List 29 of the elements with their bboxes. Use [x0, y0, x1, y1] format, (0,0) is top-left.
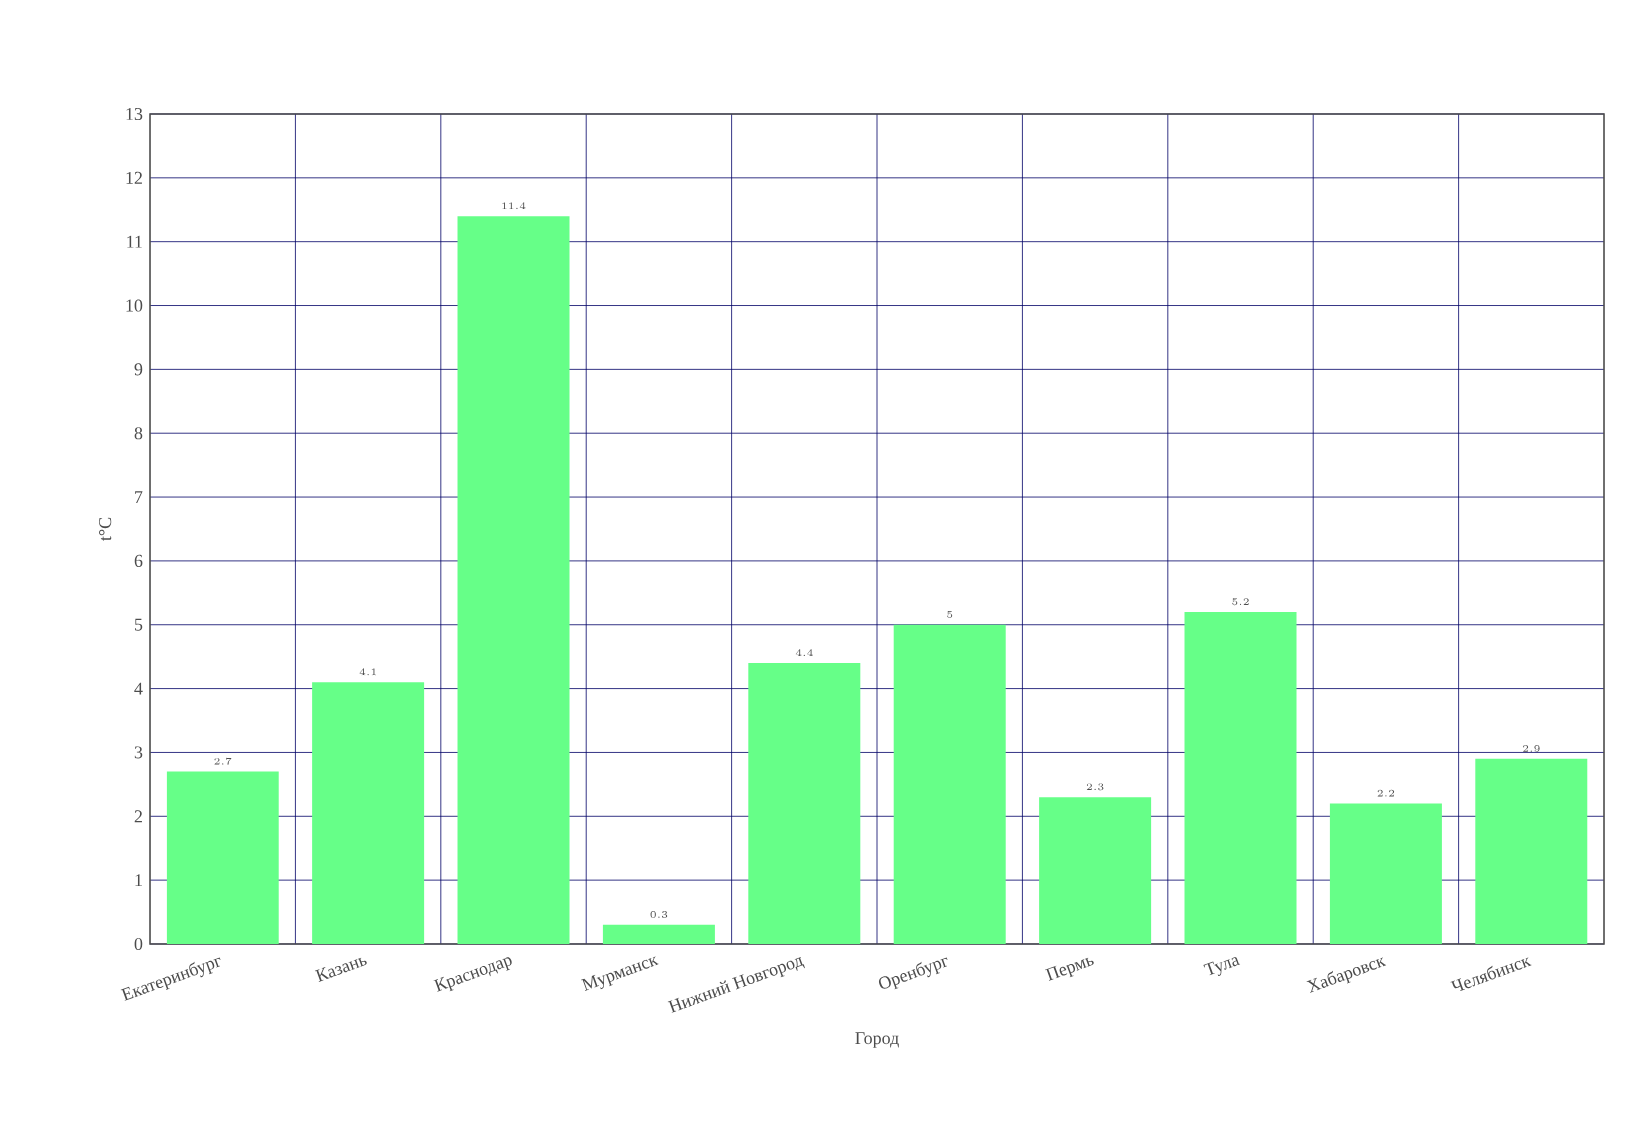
- y-tick-label: 10: [126, 299, 143, 312]
- y-tick-label: 7: [135, 491, 143, 503]
- bar: [1184, 611, 1297, 944]
- bar: [1475, 758, 1588, 944]
- bar: [1039, 797, 1152, 944]
- bar: [1329, 803, 1442, 944]
- y-tick-label: 3: [134, 746, 143, 759]
- y-tick-label: 5: [134, 618, 143, 631]
- bar: [893, 624, 1006, 944]
- x-axis-title: Город: [855, 1032, 899, 1048]
- y-tick-label: 9: [134, 363, 143, 376]
- bar: [748, 663, 861, 944]
- bar: [166, 771, 279, 944]
- bar: [602, 924, 715, 944]
- y-tick-label: 4: [134, 682, 143, 695]
- bar: [457, 216, 570, 944]
- y-tick-label: 12: [126, 171, 142, 184]
- y-axis-title: t°C: [99, 517, 112, 541]
- y-tick-label: 6: [134, 554, 143, 567]
- bar: [312, 682, 425, 944]
- y-tick-label: 1: [135, 874, 142, 887]
- x-tick-label: Казань: [314, 957, 367, 982]
- y-tick-label: 2: [134, 810, 142, 823]
- x-tick-label: Пермь: [1045, 957, 1094, 981]
- y-tick-label: 11: [127, 235, 142, 248]
- y-tick-label: 13: [126, 107, 143, 121]
- x-tick-label: Тула: [1203, 957, 1241, 977]
- y-tick-label: 0: [134, 937, 143, 951]
- y-tick-label: 8: [134, 427, 143, 440]
